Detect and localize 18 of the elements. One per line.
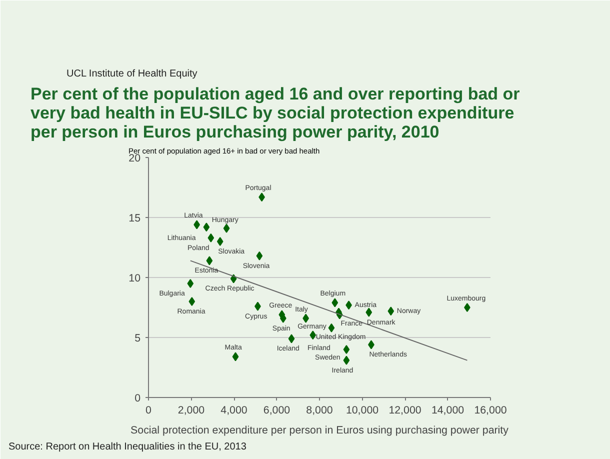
text: UCL Institute of Health Equity: [66, 68, 198, 80]
x-tick-label: 12,000: [388, 404, 422, 416]
y-tick-label: 15: [128, 212, 141, 224]
x-tick-label: 2,000: [178, 404, 205, 416]
x-axis-title: Social protection expenditure per person in Euros using purchasing power parity: [130, 424, 510, 436]
x-tick-label: 0: [146, 404, 152, 416]
x-tick-label: 4,000: [220, 404, 248, 416]
x-tick-label: 10,000: [346, 404, 379, 416]
source-note: Source: Report on Health Inequalities in the EU, 2013: [8, 442, 247, 452]
x-tick-label: 6,000: [263, 404, 290, 416]
x-tick-label: 16,000: [474, 404, 507, 416]
y-tick-label: 20: [128, 152, 141, 164]
y-tick-label: 10: [128, 272, 141, 284]
x-tick-label: 8,000: [306, 404, 333, 416]
y-tick-label: 5: [134, 332, 141, 344]
y-tick-label: 0: [134, 392, 141, 404]
x-tick-label: 14,000: [431, 404, 464, 416]
chart-title: Per cent of the population aged 16 and over reporting bad or very bad health in EU-SILC by social protection expenditure per person in Euros purchasing power parity, 2010: [30, 84, 520, 142]
